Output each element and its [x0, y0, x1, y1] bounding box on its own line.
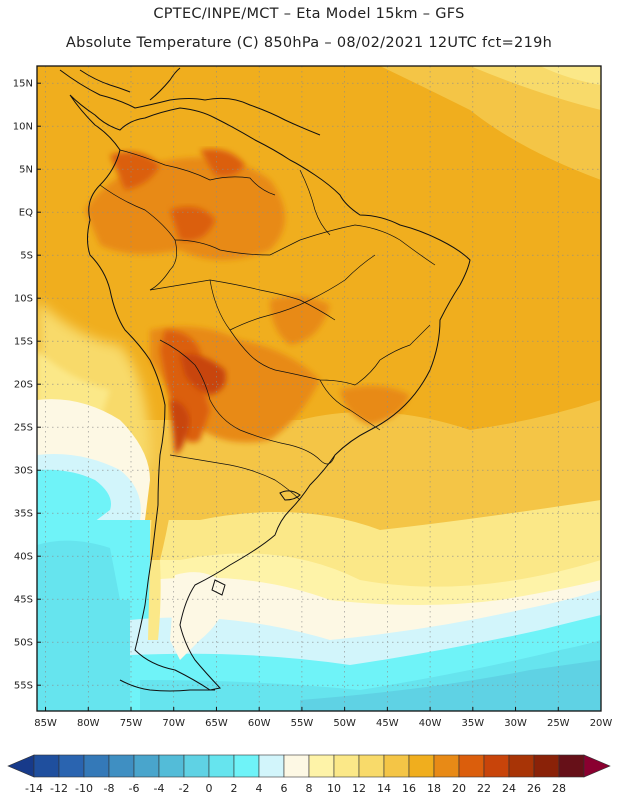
colorbar-max-arrow — [583, 754, 611, 778]
lon-tick-label: 65W — [205, 718, 228, 729]
colorbar-swatch — [233, 754, 260, 778]
lon-tick-label: 80W — [77, 718, 100, 729]
colorbar-swatch — [383, 754, 410, 778]
lon-tick-label: 75W — [120, 718, 143, 729]
colorbar-label: -14 — [25, 782, 43, 795]
colorbar-label: 12 — [352, 782, 366, 795]
colorbar-min-arrow — [7, 754, 35, 778]
colorbar-swatch — [483, 754, 510, 778]
lon-tick-label: 30W — [504, 718, 527, 729]
lon-tick-label: 35W — [462, 718, 485, 729]
colorbar-label: -4 — [154, 782, 165, 795]
map-frame — [36, 65, 602, 712]
colorbar-swatch — [33, 754, 60, 778]
lat-tick-label: 5S — [20, 251, 33, 262]
lat-tick-label: 50S — [14, 638, 33, 649]
temperature-field — [37, 66, 601, 711]
lat-tick-label: 25S — [14, 423, 33, 434]
lat-tick-label: 10N — [13, 122, 33, 133]
lat-tick-label: 35S — [14, 509, 33, 520]
colorbar-swatch — [258, 754, 285, 778]
colorbar-label: 6 — [281, 782, 288, 795]
colorbar-swatch — [283, 754, 310, 778]
lat-tick-label: 45S — [14, 595, 33, 606]
colorbar-label: -12 — [50, 782, 68, 795]
colorbar-label: 4 — [256, 782, 263, 795]
lat-tick-label: 30S — [14, 466, 33, 477]
colorbar-swatch — [183, 754, 210, 778]
lon-tick-label: 85W — [34, 718, 57, 729]
lat-tick-label: 5N — [19, 165, 33, 176]
colorbar-swatch — [133, 754, 160, 778]
latitude-axis: 15N 10N 5N EQ 5S 10S 15S 20S 25S 30S 35S 40S 45S 50S 5… — [13, 79, 41, 692]
colorbar-label: 26 — [527, 782, 541, 795]
lat-lon-grid — [37, 66, 601, 711]
lat-tick-label: EQ — [19, 208, 33, 219]
colorbar: -14 -12 -10 -8 -6 -4 -2 0 2 4 6 8 10 12 14 16 18 20 22 24 26… — [7, 754, 611, 795]
colorbar-label: -2 — [179, 782, 190, 795]
colorbar-label: 18 — [427, 782, 441, 795]
lon-tick-label: 60W — [248, 718, 271, 729]
colorbar-label: 2 — [231, 782, 238, 795]
colorbar-label: 10 — [327, 782, 341, 795]
lon-tick-label: 40W — [419, 718, 442, 729]
colorbar-swatch — [108, 754, 135, 778]
lat-tick-label: 40S — [14, 552, 33, 563]
title-line-1: CPTEC/INPE/MCT – Eta Model 15km – GFS — [153, 6, 465, 22]
colorbar-swatch — [358, 754, 385, 778]
colorbar-label: 16 — [402, 782, 416, 795]
colorbar-label: 8 — [306, 782, 313, 795]
colorbar-swatch — [333, 754, 360, 778]
lat-tick-label: 55S — [14, 681, 33, 692]
colorbar-label: -10 — [75, 782, 93, 795]
colorbar-label: -6 — [129, 782, 140, 795]
colorbar-swatch — [158, 754, 185, 778]
lon-tick-label: 55W — [291, 718, 314, 729]
title-line-2: Absolute Temperature (C) 850hPa – 08/02/… — [65, 35, 553, 51]
colorbar-swatch — [508, 754, 535, 778]
lat-tick-label: 15N — [13, 79, 33, 90]
colorbar-swatch — [208, 754, 235, 778]
colorbar-swatch — [433, 754, 460, 778]
colorbar-swatch — [83, 754, 110, 778]
lon-tick-label: 45W — [376, 718, 399, 729]
colorbar-swatch — [308, 754, 335, 778]
colorbar-swatch — [458, 754, 485, 778]
colorbar-label: 14 — [377, 782, 391, 795]
colorbar-swatch — [533, 754, 560, 778]
longitude-axis: 85W 80W 75W 70W 65W 60W 55W 50W 45W 40W 35W 30W 25W 2… — [34, 707, 612, 729]
colorbar-label: 20 — [452, 782, 466, 795]
colorbar-label: 24 — [502, 782, 516, 795]
colorbar-label: 22 — [477, 782, 491, 795]
lat-tick-label: 10S — [14, 294, 33, 305]
colorbar-label: 28 — [552, 782, 566, 795]
colorbar-label: -8 — [104, 782, 115, 795]
coastlines — [59, 67, 471, 692]
lat-tick-label: 15S — [14, 337, 33, 348]
lon-tick-label: 25W — [547, 718, 570, 729]
colorbar-swatch — [558, 754, 585, 778]
lon-tick-label: 20W — [590, 718, 613, 729]
country-borders — [99, 149, 436, 501]
lon-tick-label: 50W — [333, 718, 356, 729]
lat-tick-label: 20S — [14, 380, 33, 391]
colorbar-swatch — [58, 754, 85, 778]
colorbar-label: 0 — [206, 782, 213, 795]
colorbar-swatch — [408, 754, 435, 778]
lon-tick-label: 70W — [162, 718, 185, 729]
